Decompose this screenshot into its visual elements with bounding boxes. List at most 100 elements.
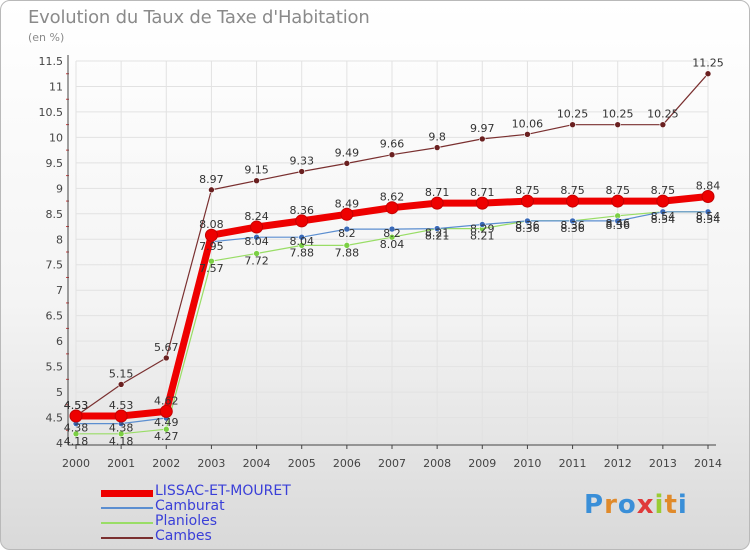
data-label: 8.46 (605, 217, 630, 230)
data-label: 4.53 (109, 399, 134, 412)
data-point (162, 425, 170, 433)
logo-letter: P (584, 490, 605, 520)
logo-letter: i (654, 490, 665, 520)
data-label: 4.38 (109, 422, 134, 435)
y-tick-label: 5 (56, 386, 63, 399)
logo-letter: o (617, 490, 637, 520)
data-label: 10.25 (557, 108, 589, 121)
data-label: 7.88 (335, 246, 360, 259)
y-tick-label: 9 (56, 182, 63, 195)
data-label: 8.54 (651, 213, 676, 226)
y-tick-label: 11 (49, 80, 63, 93)
y-tick-label: 6 (56, 335, 63, 348)
data-point (704, 70, 712, 78)
data-label: 8.36 (560, 222, 585, 235)
data-label: 8.2 (383, 227, 401, 240)
data-label: 8.75 (560, 184, 585, 197)
data-point (253, 233, 260, 241)
data-label: 4.53 (64, 399, 89, 412)
data-label: 8.54 (696, 213, 721, 226)
data-label: 9.97 (470, 122, 495, 135)
chart-title: Evolution du Taux de Taxe d'Habitation (28, 7, 370, 28)
data-label: 8.49 (335, 197, 360, 210)
y-tick-label: 5.5 (46, 361, 64, 374)
data-label: 7.57 (199, 262, 224, 275)
x-tick-label: 2005 (288, 457, 316, 470)
data-label: 7.72 (244, 255, 269, 268)
data-point (569, 121, 576, 128)
data-label: 8.54 (696, 210, 721, 223)
data-label: 9.8 (428, 131, 446, 144)
data-point (208, 186, 215, 194)
legend-label: Planioles (155, 513, 218, 529)
data-point (295, 214, 309, 228)
data-label: 8.62 (380, 191, 405, 204)
data-point (114, 409, 128, 423)
data-point (208, 257, 215, 265)
data-label: 10.25 (647, 108, 679, 121)
data-point (343, 242, 351, 249)
y-tick-label: 6.5 (46, 310, 64, 323)
data-label: 4.27 (154, 430, 179, 443)
x-tick-label: 2004 (243, 457, 271, 470)
y-tick-label: 8 (56, 233, 63, 246)
data-point (343, 160, 351, 167)
logo-letter: x (636, 490, 655, 520)
data-point (475, 196, 489, 210)
y-tick-label: 4.5 (46, 412, 64, 425)
x-tick-label: 2013 (649, 457, 677, 470)
data-point (162, 354, 170, 362)
data-label: 9.66 (380, 138, 405, 151)
data-label: 8.21 (425, 227, 450, 240)
y-tick-label: 7 (56, 284, 63, 297)
data-label: 4.38 (64, 422, 89, 435)
data-point (388, 151, 396, 159)
data-point (524, 217, 531, 225)
x-tick-label: 2014 (694, 457, 722, 470)
data-point (524, 131, 531, 138)
data-label: 8.97 (199, 173, 224, 186)
data-point (611, 194, 625, 208)
y-tick-label: 11.5 (39, 55, 64, 68)
legend-item: LISSAC-ET-MOURET (101, 483, 401, 500)
data-label: 8.71 (425, 186, 450, 199)
data-label: 8.21 (470, 230, 495, 243)
data-point (388, 233, 396, 241)
data-point (430, 196, 444, 210)
data-label: 9.15 (244, 164, 269, 177)
x-tick-label: 2001 (107, 457, 135, 470)
data-point (298, 168, 306, 175)
data-point (159, 404, 173, 418)
chart-unit-label: (en %) (28, 31, 65, 44)
data-point (701, 189, 715, 203)
x-tick-label: 2007 (378, 457, 406, 470)
data-point (478, 221, 486, 228)
y-tick-label: 8.5 (46, 208, 64, 221)
x-tick-label: 2010 (513, 457, 541, 470)
legend-swatch (101, 489, 153, 497)
data-label: 4.18 (64, 435, 89, 448)
data-label: 9.49 (335, 146, 360, 159)
data-label: 8.75 (651, 184, 676, 197)
x-tick-label: 2012 (604, 457, 632, 470)
data-label: 5.15 (109, 367, 134, 380)
data-label: 11.25 (692, 57, 724, 70)
data-label: 8.36 (560, 219, 585, 232)
data-point (478, 135, 486, 143)
data-label: 8.2 (338, 227, 356, 240)
data-point (204, 228, 218, 242)
legend-item: Camburat (101, 498, 401, 515)
legend-item: Cambes (101, 528, 401, 545)
data-label: 8.71 (470, 186, 495, 199)
data-point (117, 430, 125, 438)
legend-swatch (101, 507, 153, 509)
data-point (659, 121, 667, 128)
data-label: 9.33 (289, 155, 314, 168)
data-label: 8.04 (380, 238, 405, 251)
legend-swatch (101, 522, 153, 524)
data-label: 8.24 (244, 210, 269, 223)
data-label: 10.25 (602, 108, 634, 121)
data-label: 8.75 (515, 184, 540, 197)
